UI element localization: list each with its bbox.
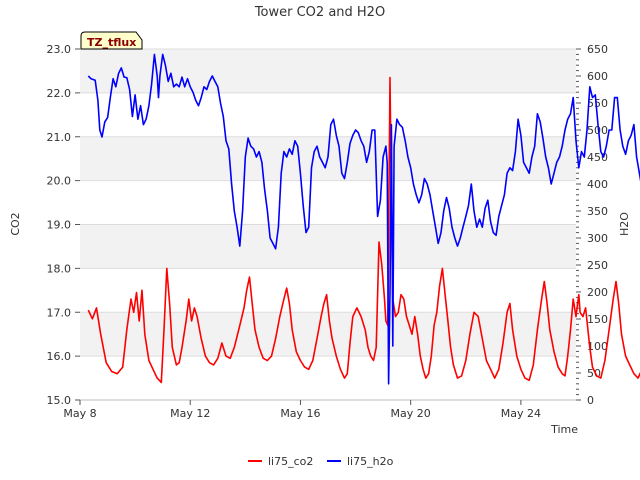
y-left-tick-label: 19.0 bbox=[47, 219, 72, 232]
x-tick-label: May 16 bbox=[280, 407, 320, 420]
x-tick-label: May 8 bbox=[63, 407, 96, 420]
y-right-tick-label: 150 bbox=[587, 313, 608, 326]
y-right-tick-label: 0 bbox=[587, 394, 594, 407]
x-axis-label: Time bbox=[550, 423, 578, 436]
y-right-tick-label: 300 bbox=[587, 232, 608, 245]
y-right-tick-label: 650 bbox=[587, 43, 608, 56]
background-band bbox=[80, 224, 576, 269]
legend-h2o-label: li75_h2o bbox=[347, 455, 394, 468]
y-right-tick-label: 250 bbox=[587, 259, 608, 272]
y-right-tick-label: 200 bbox=[587, 286, 608, 299]
tz-badge: TZ_tflux bbox=[80, 31, 143, 50]
y-right-tick-label: 400 bbox=[587, 178, 608, 191]
y-left-tick-label: 22.0 bbox=[47, 87, 72, 100]
x-axis: May 8 May 12 May 16 May 20 May 24 bbox=[63, 400, 541, 420]
y-right-tick-label: 500 bbox=[587, 124, 608, 137]
tz-badge-shape bbox=[80, 31, 143, 50]
series-line-li75_h2o bbox=[87, 53, 640, 385]
y-right-tick-label: 100 bbox=[587, 340, 608, 353]
legend: li75_co2 li75_h2o bbox=[248, 455, 394, 468]
x-tick-label: May 20 bbox=[391, 407, 431, 420]
y-axis-right-label: H2O bbox=[618, 212, 631, 236]
y-left-tick-label: 16.0 bbox=[47, 350, 72, 363]
tz-badge-label: TZ_tflux bbox=[87, 36, 136, 49]
y-left-tick-label: 18.0 bbox=[47, 262, 72, 275]
y-axis-left: 15.0 16.0 17.0 18.0 19.0 20.0 21.0 22.0 23.0 bbox=[47, 43, 80, 407]
chart-title: Tower CO2 and H2O bbox=[254, 5, 385, 20]
x-tick-label: May 24 bbox=[501, 407, 541, 420]
plot-lines bbox=[87, 53, 640, 385]
y-left-tick-label: 23.0 bbox=[47, 43, 72, 56]
y-left-tick-label: 17.0 bbox=[47, 306, 72, 319]
y-axis-left-label: CO2 bbox=[9, 212, 22, 235]
x-tick-label: May 12 bbox=[170, 407, 210, 420]
y-left-tick-label: 20.0 bbox=[47, 175, 72, 188]
y-right-tick-label: 550 bbox=[587, 97, 608, 110]
series-line-li75_co2 bbox=[87, 76, 640, 384]
y-left-tick-label: 21.0 bbox=[47, 131, 72, 144]
legend-co2-label: li75_co2 bbox=[268, 455, 313, 468]
y-right-tick-label: 600 bbox=[587, 70, 608, 83]
y-right-tick-label: 350 bbox=[587, 205, 608, 218]
y-left-tick-label: 15.0 bbox=[47, 394, 72, 407]
